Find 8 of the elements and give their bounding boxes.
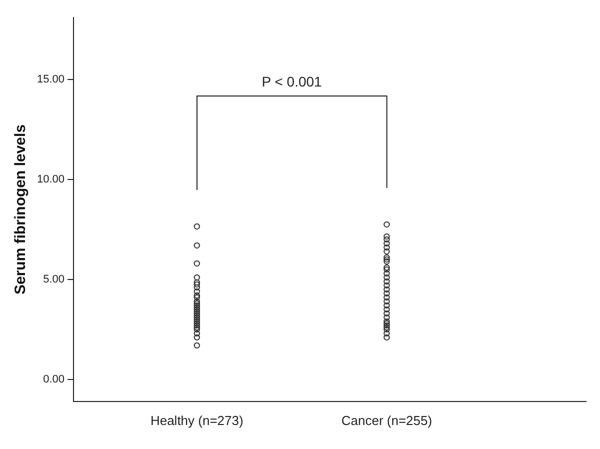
- y-axis-title: Serum fibrinogen levels: [12, 124, 30, 295]
- y-tick-label: 5.00: [43, 273, 65, 286]
- x-tick-label: Cancer (n=255): [341, 412, 432, 428]
- x-tick-label: Healthy (n=273): [150, 412, 244, 428]
- y-tick-label: 10.00: [36, 174, 65, 186]
- annotation: P < 0.001: [262, 73, 322, 90]
- y-tick-label: 0.00: [43, 373, 65, 386]
- y-tick-label: 15.00: [36, 74, 65, 86]
